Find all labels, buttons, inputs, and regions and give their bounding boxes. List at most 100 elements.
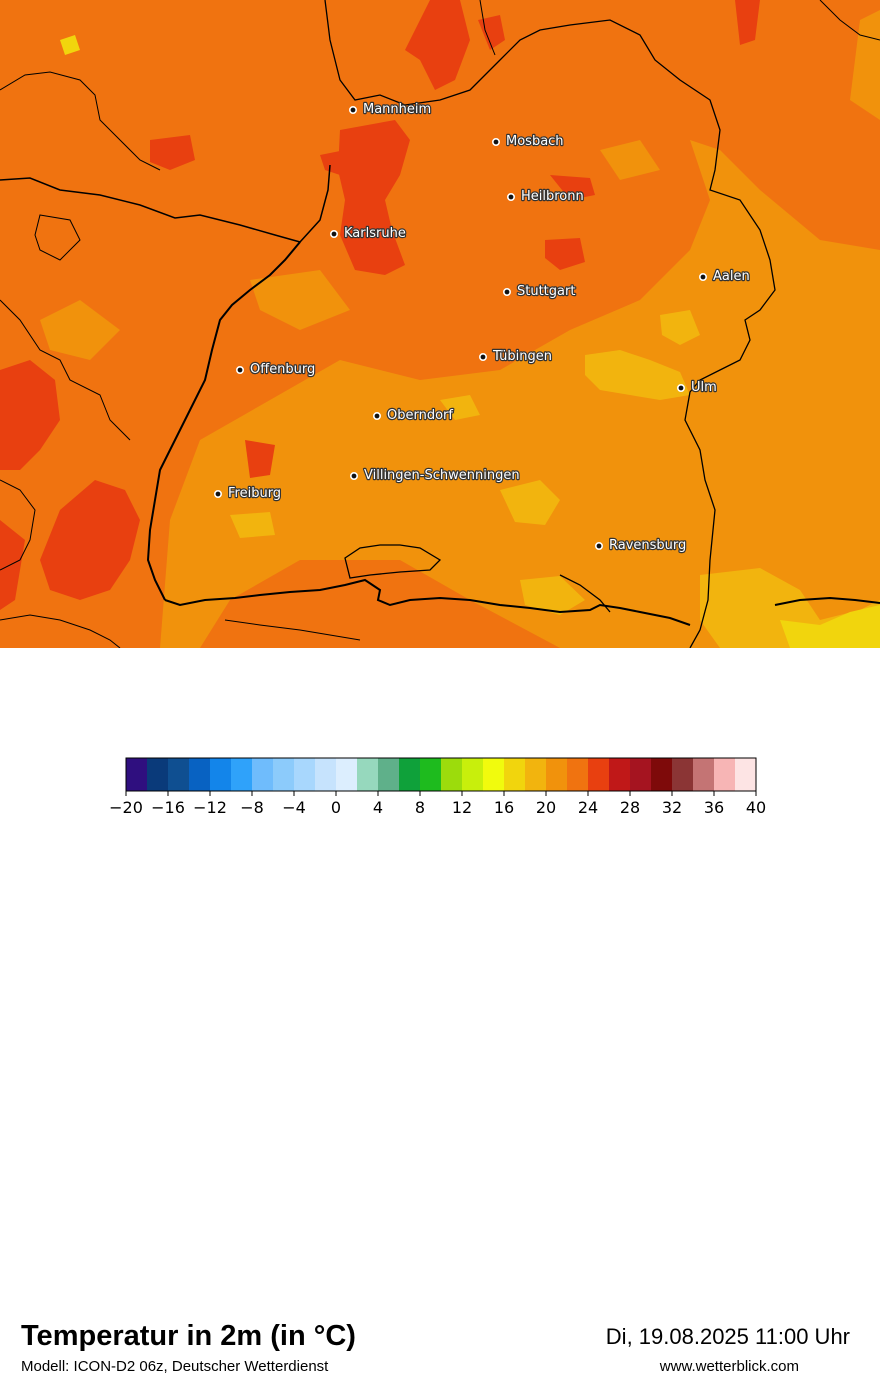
colorbar-swatch [483,758,505,791]
city-mannheim: Mannheim [348,101,432,118]
city-stuttgart: Stuttgart [502,283,577,300]
colorbar-tick-label: 40 [746,798,766,817]
city-label: Mosbach [506,134,564,149]
city-dot [236,365,245,374]
city-dot [372,411,381,420]
cooler-temperature-zones [40,10,880,648]
colorbar-tick-label: −8 [240,798,264,817]
city-aalen: Aalen [698,268,751,285]
colorbar-tick-label: 16 [494,798,514,817]
colorbar-swatch [693,758,715,791]
city-label: Offenburg [250,362,315,377]
city-label: Aalen [713,269,750,284]
city-dot [502,287,511,296]
colorbar-swatch [168,758,190,791]
colorbar-swatch [126,758,148,791]
colorbar-tick-label: 20 [536,798,556,817]
colorbar-frame [125,757,757,792]
colorbar-swatch [399,758,421,791]
map-svg: Mannheim Mosbach Heilbronn Karlsruhe Aalen St… [0,0,880,648]
city-dot [698,272,707,281]
colorbar-swatch [441,758,463,791]
city-karlsruhe: Karlsruhe [329,225,407,242]
colorbar-swatch [315,758,337,791]
city-dot [214,489,223,498]
city-t-bingen: Tübingen [478,348,553,365]
city-label: Ulm [691,380,717,395]
city-ulm: Ulm [676,379,718,396]
coolest-edge-zones [60,35,880,648]
temperature-colorbar: −20 −16 −12 −8 −4 0 4 8 12 16 20 24 28 32 36 40 [0,750,880,830]
colorbar-swatch [504,758,526,791]
colorbar-swatch [609,758,631,791]
city-offenburg: Offenburg [236,361,316,378]
colorbar-swatch [294,758,316,791]
website-url: www.wetterblick.com [659,1358,799,1375]
colorbar-swatch [357,758,379,791]
colorbar-swatch [672,758,694,791]
colorbar-ticks: −20 −16 −12 −8 −4 0 4 8 12 16 20 24 28 32 36 40 [109,791,766,817]
colorbar-tick-label: 32 [662,798,682,817]
city-villingen-schwenningen: Villingen-Schwenningen [349,467,521,484]
city-markers: Mannheim Mosbach Heilbronn Karlsruhe Aalen St… [214,101,751,554]
city-dot [329,230,338,239]
city-oberndorf: Oberndorf [372,407,455,424]
city-dot [594,541,603,550]
city-dot [348,106,357,115]
colorbar-swatch [189,758,211,791]
model-info: Modell: ICON-D2 06z, Deutscher Wetterdie… [21,1358,329,1375]
colorbar-tick-label: 28 [620,798,640,817]
colorbar-tick-label: 36 [704,798,724,817]
colorbar-swatch [546,758,568,791]
city-dot [676,383,685,392]
forecast-datetime: Di, 19.08.2025 11:00 Uhr [605,1324,850,1349]
colorbar-swatch [462,758,484,791]
colorbar-swatch [651,758,673,791]
colorbar-tick-label: −16 [151,798,185,817]
city-dot [491,138,500,147]
city-dot [506,193,515,202]
colorbar-tick-label: 12 [452,798,472,817]
colorbar-swatch [525,758,547,791]
city-label: Mannheim [363,102,431,117]
city-label: Stuttgart [517,284,575,299]
colorbar-swatch [630,758,652,791]
temperature-map: Mannheim Mosbach Heilbronn Karlsruhe Aalen St… [0,0,880,648]
colorbar-swatch [231,758,253,791]
colorbar-tick-label: −4 [282,798,306,817]
colorbar-swatch [147,758,169,791]
city-label: Oberndorf [387,408,453,423]
colorbar-swatch [420,758,442,791]
colorbar-tick-label: 8 [415,798,425,817]
city-label: Heilbronn [521,189,584,204]
city-label: Freiburg [228,486,281,501]
colorbar-swatch [252,758,274,791]
colorbar-swatch [378,758,400,791]
colorbar-svg: −20 −16 −12 −8 −4 0 4 8 12 16 20 24 28 32 36 40 [109,757,766,817]
city-label: Karlsruhe [344,226,406,241]
colorbar-swatch [567,758,589,791]
city-label: Tübingen [492,349,552,364]
city-dot [478,352,487,361]
colorbar-tick-label: −20 [109,798,143,817]
city-freiburg: Freiburg [214,485,282,502]
colorbar-swatch [735,758,757,791]
colorbar-swatch [588,758,610,791]
colorbar-tick-label: 4 [373,798,383,817]
warmer-temperature-zones [0,0,760,610]
colorbar-swatch [273,758,295,791]
colorbar-swatches [125,757,757,792]
colorbar-tick-label: 0 [331,798,341,817]
colorbar-swatch [714,758,736,791]
city-dot [349,471,358,480]
city-mosbach: Mosbach [491,133,565,150]
map-title: Temperatur in 2m (in °C) [21,1320,356,1352]
city-heilbronn: Heilbronn [506,188,585,205]
colorbar-swatch [336,758,358,791]
colorbar-swatch [210,758,232,791]
city-ravensburg: Ravensburg [594,537,687,554]
state-borders [0,0,880,648]
city-label: Ravensburg [609,538,686,553]
city-label: Villingen-Schwenningen [364,468,520,483]
colorbar-tick-label: 24 [578,798,598,817]
